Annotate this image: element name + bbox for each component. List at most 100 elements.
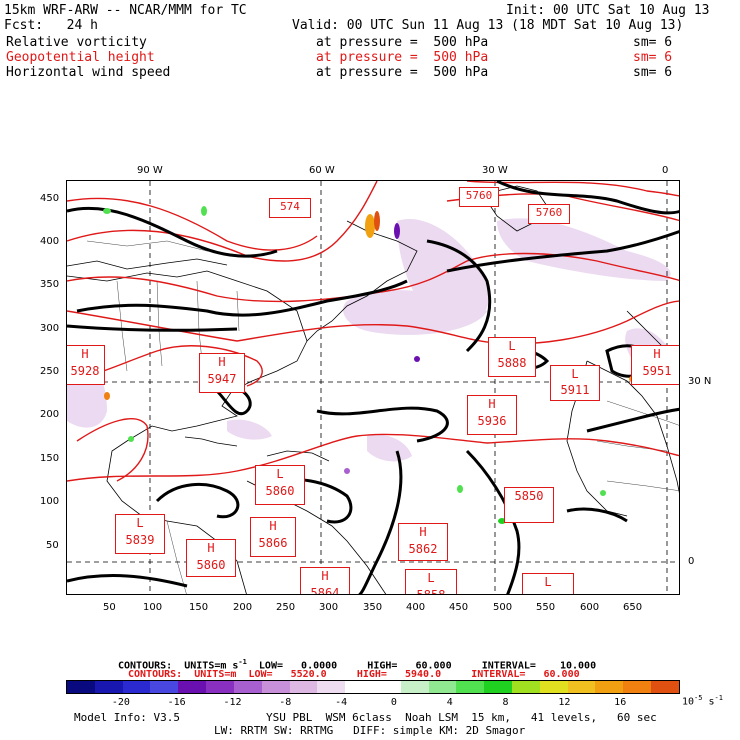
x-tick: 400 bbox=[406, 602, 426, 613]
low-label: L 5858 bbox=[405, 569, 457, 594]
y-tick: 150 bbox=[40, 453, 60, 464]
field-sm-vorticity: sm= 6 bbox=[633, 35, 673, 50]
lat-label-30n: 30 N bbox=[688, 376, 712, 387]
low-label: L 5839 bbox=[115, 514, 165, 554]
height-label: 5760 bbox=[528, 204, 570, 224]
y-tick: 50 bbox=[46, 540, 59, 551]
valid-time: Valid: 00 UTC Sun 11 Aug 13 (18 MDT Sat … bbox=[292, 18, 684, 33]
colorbar-tick-label: -12 bbox=[223, 697, 242, 708]
x-tick: 350 bbox=[363, 602, 383, 613]
low-label: L 5911 bbox=[550, 365, 600, 401]
field-level-height: at pressure = 500 hPa bbox=[316, 50, 489, 65]
y-tick: 100 bbox=[40, 496, 60, 507]
field-name-height: Geopotential height bbox=[6, 50, 155, 65]
geopotential-height-contours bbox=[67, 181, 679, 482]
y-tick: 250 bbox=[40, 366, 60, 377]
colorbar-swatch bbox=[484, 681, 512, 693]
colorbar-swatch bbox=[206, 681, 234, 693]
contour-info-height: CONTOURS: UNITS=m LOW= 5520.0 HIGH= 5940… bbox=[128, 669, 580, 680]
colorbar-tick-label: 8 bbox=[502, 697, 509, 708]
lat-label-0: 0 bbox=[688, 556, 695, 567]
colorbar-swatch bbox=[372, 681, 401, 693]
low-label: L 5888 bbox=[488, 337, 536, 377]
high-label: H 5936 bbox=[467, 395, 517, 435]
vorticity-blobs bbox=[103, 206, 651, 524]
height-label: 5850 bbox=[504, 487, 554, 523]
x-tick: 300 bbox=[319, 602, 339, 613]
wind-speed-contours bbox=[67, 181, 679, 594]
x-tick: 450 bbox=[449, 602, 469, 613]
x-tick: 50 bbox=[103, 602, 116, 613]
colorbar-swatch bbox=[94, 681, 123, 693]
y-tick: 200 bbox=[40, 409, 60, 420]
colorbar-swatch bbox=[178, 681, 207, 693]
colorbar-swatch bbox=[67, 681, 95, 693]
field-sm-wind: sm= 6 bbox=[633, 65, 673, 80]
high-label: H 5864 bbox=[300, 567, 350, 594]
colorbar-tick-label: 16 bbox=[614, 697, 627, 708]
x-tick: 550 bbox=[536, 602, 556, 613]
x-tick: 650 bbox=[623, 602, 643, 613]
x-tick: 500 bbox=[493, 602, 513, 613]
high-label: H 5862 bbox=[398, 523, 448, 561]
colorbar-tick-label: 4 bbox=[446, 697, 453, 708]
high-label: H 5947 bbox=[199, 353, 245, 393]
colorbar-tick-label: -8 bbox=[279, 697, 292, 708]
x-tick: 600 bbox=[580, 602, 600, 613]
title-left: 15km WRF-ARW -- NCAR/MMM for TC bbox=[4, 3, 247, 18]
model-info: Model Info: V3.5 bbox=[74, 711, 180, 724]
contour-info-wind: CONTOURS: UNITS=m s-1 LOW= 0.0000 HIGH= … bbox=[118, 658, 597, 672]
colorbar-swatch bbox=[150, 681, 179, 693]
field-level-vorticity: at pressure = 500 hPa bbox=[316, 35, 489, 50]
colorbar-swatch bbox=[456, 681, 485, 693]
colorbar-swatch bbox=[317, 681, 346, 693]
colorbar-tick-label: -4 bbox=[335, 697, 348, 708]
y-tick: 450 bbox=[40, 193, 60, 204]
colorbar-swatch bbox=[567, 681, 596, 693]
y-tick: 350 bbox=[40, 279, 60, 290]
colorbar-swatch bbox=[233, 681, 262, 693]
init-time: Init: 00 UTC Sat 10 Aug 13 bbox=[506, 3, 710, 18]
x-tick: 250 bbox=[276, 602, 296, 613]
colorbar-tick-label: 0 bbox=[390, 697, 397, 708]
vorticity-shading bbox=[67, 218, 677, 462]
high-label: H 5951 bbox=[631, 345, 679, 385]
lon-label-30w: 30 W bbox=[482, 165, 508, 176]
colorbar-swatch bbox=[595, 681, 624, 693]
high-label: H 5928 bbox=[67, 345, 105, 385]
field-name-vorticity: Relative vorticity bbox=[6, 35, 147, 50]
physics-info: YSU PBL WSM 6class Noah LSM 15 km, 41 le… bbox=[266, 711, 657, 724]
y-tick: 400 bbox=[40, 236, 60, 247]
colorbar-swatch bbox=[400, 681, 429, 693]
x-tick: 150 bbox=[189, 602, 209, 613]
low-label: L 5860 bbox=[255, 465, 305, 505]
colorbar-swatch bbox=[345, 681, 373, 693]
colorbar-swatch bbox=[122, 681, 151, 693]
colorbar-tick-label: -16 bbox=[167, 697, 186, 708]
forecast-hour: Fcst: 24 h bbox=[4, 18, 98, 33]
low-label: L5861 bbox=[522, 573, 574, 594]
vorticity-colorbar bbox=[66, 680, 680, 694]
field-level-wind: at pressure = 500 hPa bbox=[316, 65, 489, 80]
high-label: H 5866 bbox=[250, 517, 296, 557]
x-tick: 200 bbox=[233, 602, 253, 613]
lon-label-0: 0 bbox=[662, 165, 669, 176]
colorbar-swatch bbox=[539, 681, 568, 693]
x-tick: 100 bbox=[143, 602, 163, 613]
y-tick: 300 bbox=[40, 323, 60, 334]
colorbar-units: 10-5 s-1 bbox=[682, 694, 723, 708]
colorbar-tick-label: -20 bbox=[111, 697, 130, 708]
colorbar-swatch bbox=[289, 681, 318, 693]
colorbar-swatch bbox=[428, 681, 457, 693]
field-sm-height: sm= 6 bbox=[633, 50, 673, 65]
colorbar-swatch bbox=[512, 681, 540, 693]
lon-label-90w: 90 W bbox=[137, 165, 163, 176]
height-label: 574 bbox=[269, 198, 311, 218]
colorbar-swatch bbox=[651, 681, 679, 693]
colorbar-swatch bbox=[261, 681, 290, 693]
radiation-info: LW: RRTM SW: RRTMG DIFF: simple KM: 2D S… bbox=[214, 724, 526, 737]
lat-lon-grid bbox=[67, 181, 679, 594]
height-label: 5760 bbox=[459, 187, 499, 207]
colorbar-swatch bbox=[623, 681, 652, 693]
